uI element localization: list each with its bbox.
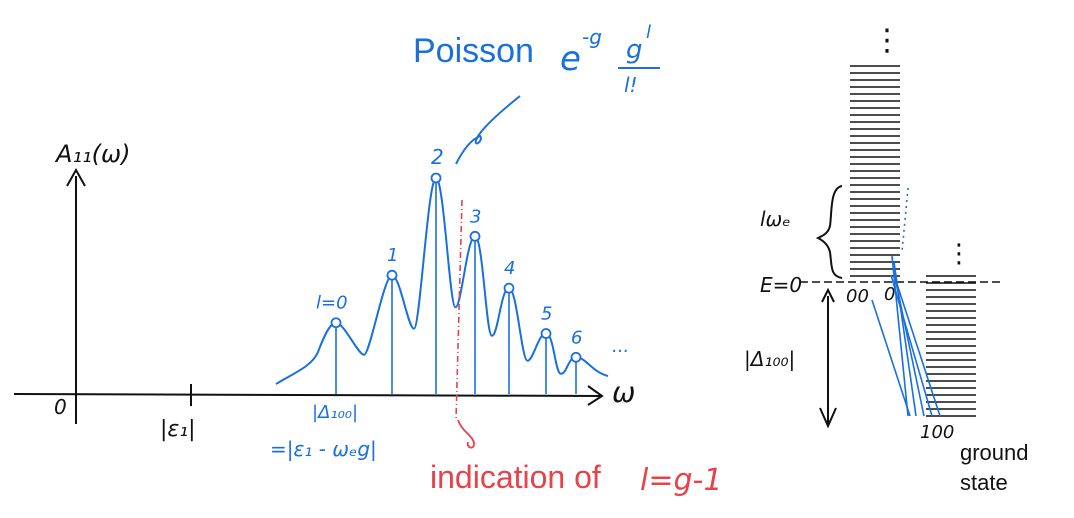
upper-ladder-rungs: [850, 66, 900, 276]
delta-label: |Δ₁₀₀|: [312, 402, 358, 423]
ground-state-line1: ground: [960, 440, 1029, 465]
ground-state-line2: state: [960, 470, 1008, 495]
peaks-ellipsis: ...: [612, 336, 629, 357]
indication-line: [456, 200, 462, 420]
poisson-formula: Poisson e -g g l l!: [413, 22, 660, 97]
peak-marker: [471, 232, 480, 241]
exp-base: e: [560, 39, 581, 79]
energy-ladder: ⋮ ⋮ lωₑ E=0 00 0 |Δ₁₀₀| 100 ground state: [744, 23, 1029, 495]
indication-math: l=g-1: [640, 463, 722, 498]
gap-label: |Δ₁₀₀|: [744, 347, 795, 371]
peak-marker: [572, 353, 581, 362]
indication-pointer: [458, 420, 474, 448]
peak-marker: [505, 284, 514, 293]
frac-num-base: g: [626, 35, 643, 65]
state-100-label: 100: [920, 422, 954, 443]
ladder-lower-vdots: ⋮: [946, 239, 972, 269]
pointer-arrow: [456, 96, 520, 164]
peak-label: 6: [571, 327, 582, 348]
origin-label: 0: [54, 395, 67, 419]
y-axis-label: A₁₁(ω): [54, 140, 130, 168]
exp-power: -g: [582, 25, 602, 49]
transition-lines: [872, 256, 940, 416]
peak-label: l=0: [316, 293, 348, 314]
state-00-label: 00: [846, 286, 869, 307]
peak-label: 1: [387, 245, 398, 266]
peak-label: 5: [541, 304, 552, 325]
energy-zero-label: E=0: [760, 273, 802, 297]
transition-line: [872, 300, 910, 416]
peak-label: 3: [470, 206, 481, 227]
peak-marker: [388, 271, 397, 280]
transition-dotted: [902, 188, 908, 252]
spectral-curve: [276, 178, 608, 384]
peak-marker: [542, 329, 551, 338]
transition-line: [891, 275, 932, 416]
transition-line: [893, 268, 924, 416]
frac-den: l!: [624, 73, 638, 97]
delta-equality: =|ε₁ - ωₑg|: [270, 437, 377, 461]
frac-num-power: l: [646, 22, 651, 43]
spacing-brace: [818, 186, 842, 278]
x-axis: [14, 394, 600, 396]
indication-text: indication of: [430, 459, 601, 495]
ladder-top-vdots: ⋮: [872, 23, 902, 58]
spacing-label: lωₑ: [760, 207, 791, 231]
peak-marker: [332, 318, 341, 327]
transition-line: [892, 256, 908, 416]
e1-label: |ε₁|: [160, 417, 196, 442]
peak-label: 4: [504, 258, 515, 279]
peak-marker: [432, 174, 441, 183]
peak-label: 2: [431, 145, 444, 169]
x-axis-label: ω: [612, 376, 635, 409]
poisson-word: Poisson: [413, 32, 534, 70]
spectrum-axes: A₁₁(ω) ω 0 |ε₁|: [14, 140, 635, 442]
